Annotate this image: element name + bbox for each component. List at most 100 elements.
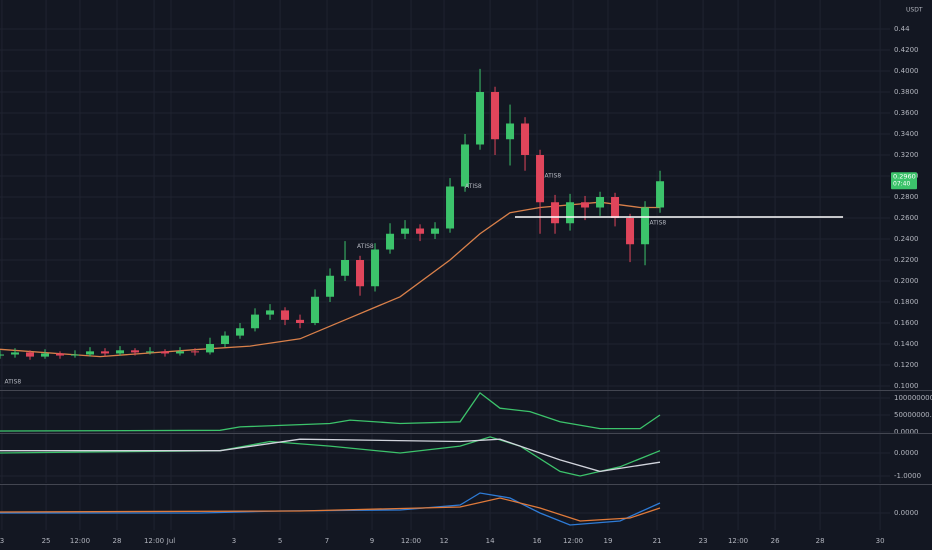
annotation: ATIS8 xyxy=(357,243,374,250)
y-tick-label: 0.0000 xyxy=(894,509,919,517)
candle-body xyxy=(491,91,500,140)
candle-body xyxy=(11,352,20,355)
y-tick-label: 0.4200 xyxy=(894,46,919,54)
y-tick-label: -1.0000 xyxy=(894,472,921,480)
x-tick-label: 12:00 xyxy=(144,537,164,545)
y-tick-label: 0.2600 xyxy=(894,214,919,222)
x-tick-label: 3 xyxy=(232,537,236,545)
candle-body xyxy=(221,335,230,345)
x-tick-label: 30 xyxy=(876,537,885,545)
x-tick-label: 12:00 xyxy=(728,537,748,545)
x-tick-label: 3 xyxy=(0,537,4,545)
y-tick-label: 0.1000 xyxy=(894,382,919,390)
candle-body xyxy=(176,351,185,354)
candle-body xyxy=(161,351,170,354)
candle-body xyxy=(266,310,275,315)
candle-body xyxy=(656,181,665,208)
candle-body xyxy=(476,91,485,145)
x-tick-label: 16 xyxy=(533,537,542,545)
x-tick-label: 28 xyxy=(113,537,122,545)
y-tick-label: 0.3800 xyxy=(894,88,919,96)
y-tick-label: 0.1600 xyxy=(894,319,919,327)
y-tick-label: 0.3600 xyxy=(894,109,919,117)
price-label-time: 07:40 xyxy=(893,181,910,188)
indicator-line xyxy=(0,438,661,473)
candle-body xyxy=(506,123,515,140)
candle-body xyxy=(416,228,425,234)
y-tick-label: 0.0000 xyxy=(894,428,919,436)
indicator-line xyxy=(0,391,661,432)
y-tick-label: 0.4000 xyxy=(894,67,919,75)
candle-body xyxy=(236,328,245,336)
indicator-line xyxy=(0,436,661,477)
x-tick-label: 12:00 xyxy=(401,537,421,545)
x-tick-label: 26 xyxy=(771,537,780,545)
candle-body xyxy=(611,196,620,218)
annotation: ATIS8 xyxy=(650,220,667,227)
y-tick-label: 0.0000 xyxy=(894,449,919,457)
y-tick-label: 100000000.0000 xyxy=(894,394,932,402)
candle-body xyxy=(536,154,545,203)
y-tick-label: 50000000.0000 xyxy=(894,411,932,419)
candle-body xyxy=(191,351,200,353)
candle-body xyxy=(311,296,320,324)
candle-body xyxy=(641,207,650,245)
x-tick-label: 7 xyxy=(325,537,329,545)
candle-body xyxy=(401,228,410,234)
candle-body xyxy=(131,350,140,353)
candle-body xyxy=(371,249,380,287)
candle-body xyxy=(56,353,65,356)
candle-body xyxy=(41,353,50,357)
candle-body xyxy=(386,233,395,250)
annotation: ATIS8 xyxy=(5,378,22,385)
annotation: ATIS8 xyxy=(465,183,482,190)
x-tick-label: 23 xyxy=(699,537,708,545)
candle-body xyxy=(251,314,260,329)
candle-body xyxy=(581,202,590,208)
x-tick-label: 12 xyxy=(440,537,449,545)
y-tick-label: 0.3400 xyxy=(894,130,919,138)
x-tick-label: 19 xyxy=(604,537,613,545)
y-tick-label: 0.1400 xyxy=(894,340,919,348)
x-tick-label: 12:00 xyxy=(563,537,583,545)
y-tick-label: 0.1800 xyxy=(894,298,919,306)
candle-body xyxy=(146,351,155,353)
x-tick-label: 14 xyxy=(486,537,495,545)
y-tick-label: 0.44 xyxy=(894,25,910,33)
candle-body xyxy=(461,144,470,187)
candle-body xyxy=(71,354,80,356)
x-tick-label: 21 xyxy=(653,537,662,545)
price-label: 0.2960 xyxy=(893,173,916,181)
candle-body xyxy=(566,202,575,224)
y-tick-label: 0.2800 xyxy=(894,193,919,201)
candle-body xyxy=(341,260,350,276)
unit-label: USDT xyxy=(906,7,923,14)
x-tick-label: 5 xyxy=(278,537,282,545)
indicator-line xyxy=(0,497,661,522)
candle-body xyxy=(206,344,215,353)
x-tick-label: 25 xyxy=(42,537,51,545)
candle-body xyxy=(26,352,35,357)
x-tick-label: 28 xyxy=(816,537,825,545)
y-tick-label: 0.3200 xyxy=(894,151,919,159)
x-tick-label: 9 xyxy=(370,537,374,545)
candle-body xyxy=(116,350,125,354)
y-tick-label: 0.1200 xyxy=(894,361,919,369)
candle-body xyxy=(326,275,335,297)
candle-body xyxy=(521,123,530,155)
candle-body xyxy=(551,202,560,224)
candle-body xyxy=(431,228,440,234)
candle-body xyxy=(0,354,4,356)
candle-body xyxy=(86,351,95,355)
indicator-line xyxy=(0,492,661,526)
candle-body xyxy=(281,310,290,320)
y-tick-label: 0.2000 xyxy=(894,277,919,285)
price-label-box xyxy=(891,172,917,190)
x-tick-label: Jul xyxy=(166,537,176,545)
candle-body xyxy=(101,351,110,354)
candle-body xyxy=(296,319,305,324)
y-tick-label: 0.2200 xyxy=(894,256,919,264)
y-tick-label: 0.2400 xyxy=(894,235,919,243)
